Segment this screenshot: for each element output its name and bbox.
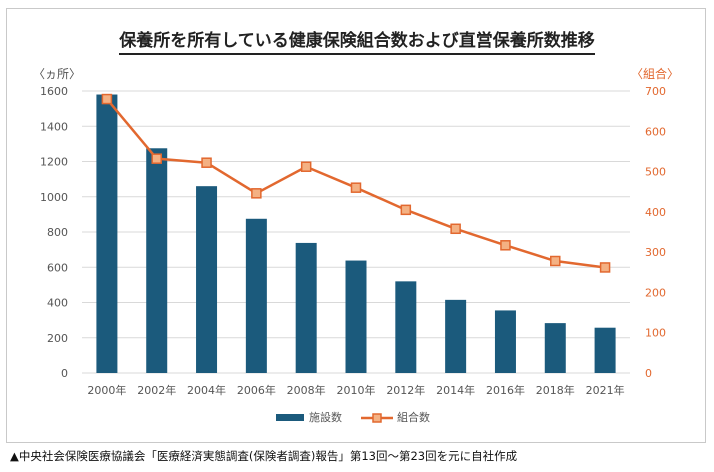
left-tick-label: 1000 <box>40 191 68 204</box>
left-tick-label: 1400 <box>40 120 68 133</box>
chart-title: 保養所を所有している健康保険組合数および直営保養所数推移 <box>0 26 714 55</box>
right-tick-label: 200 <box>645 286 666 299</box>
line-marker <box>400 204 412 216</box>
left-tick-label: 800 <box>47 226 68 239</box>
x-tick-label: 2012年 <box>386 383 425 397</box>
x-tick-label: 2008年 <box>287 383 326 397</box>
legend-layer: 施設数 組合数 <box>276 410 430 424</box>
legend-bar-swatch <box>276 414 304 421</box>
line-marker <box>251 188 262 199</box>
bar <box>494 310 516 373</box>
bar <box>445 299 467 373</box>
right-tick-label: 600 <box>645 125 666 138</box>
right-axis-label: 〈組合〉 <box>631 66 679 81</box>
bar <box>395 281 417 373</box>
bar <box>196 186 218 373</box>
chart-title-text: 保養所を所有している健康保険組合数および直営保養所数推移 <box>119 31 595 55</box>
line-marker <box>599 262 611 273</box>
x-tick-label: 2016年 <box>486 383 525 397</box>
bar <box>544 323 566 373</box>
bar-layer <box>96 94 616 374</box>
bar <box>245 218 267 373</box>
bar <box>146 148 168 373</box>
bar <box>96 94 118 374</box>
bar <box>295 242 317 373</box>
line-marker <box>201 157 212 168</box>
right-tick-label: 400 <box>645 206 666 219</box>
left-tick-label: 1600 <box>40 85 68 98</box>
legend-line-label: 組合数 <box>397 410 430 424</box>
bar <box>594 327 616 373</box>
right-tick-label: 500 <box>645 166 666 179</box>
legend-line-marker <box>372 413 382 423</box>
line-marker <box>450 223 461 235</box>
right-tick-label: 700 <box>645 85 666 98</box>
line-marker <box>151 153 162 164</box>
x-tick-label: 2014年 <box>436 383 475 397</box>
line-marker <box>500 240 511 251</box>
right-tick-label: 300 <box>645 246 666 259</box>
left-tick-label: 0 <box>61 367 68 380</box>
x-tick-label: 2002年 <box>137 383 176 397</box>
source-note: ▲中央社会保険医療協議会「医療経済実態調査(保険者調査)報告」第13回～第23回… <box>10 449 518 463</box>
line-marker <box>300 161 312 172</box>
right-tick-label: 100 <box>645 327 666 340</box>
line-marker <box>101 93 113 105</box>
bar <box>345 260 367 373</box>
left-axis-label: 〈ヵ所〉 <box>33 67 81 81</box>
left-tick-label: 600 <box>47 261 68 274</box>
legend-bar-label: 施設数 <box>309 410 342 424</box>
x-tick-label: 2006年 <box>237 383 276 397</box>
line-marker <box>350 182 362 193</box>
right-tick-label: 0 <box>645 367 652 380</box>
line-layer <box>101 93 611 273</box>
line-marker <box>550 255 561 267</box>
x-tick-label: 2004年 <box>187 383 226 397</box>
left-tick-label: 400 <box>47 297 68 310</box>
axis-layer: 0 200 400 600 800 1000 1200 1400 1600 0 100 200 300 4… <box>33 66 679 397</box>
left-tick-label: 200 <box>47 332 68 345</box>
x-tick-label: 2018年 <box>536 383 575 397</box>
x-tick-label: 2021年 <box>586 383 625 397</box>
x-tick-label: 2000年 <box>87 383 126 397</box>
left-tick-label: 1200 <box>40 156 68 169</box>
x-tick-label: 2010年 <box>337 383 376 397</box>
